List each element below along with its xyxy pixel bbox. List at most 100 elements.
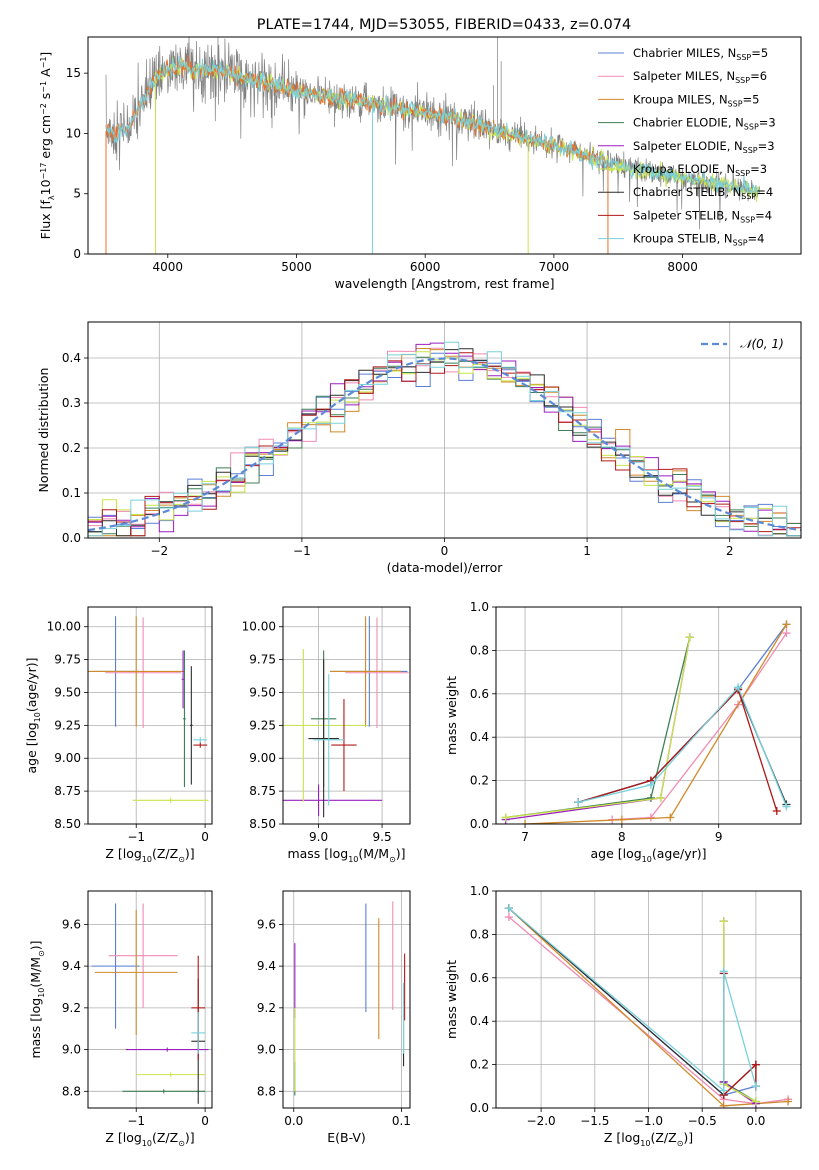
axes-frame: [282, 606, 411, 825]
legend-sub: SSP: [743, 146, 758, 155]
label-part: −2: [39, 103, 48, 115]
y-tick-label: 9.4: [257, 959, 276, 973]
chart-mass_weight_vs_Z: −2.0 −1.5 −1.0 −0.5 0.0 0.0 0.2 0.4 0.6 0.8 1.0 Z […: [444, 884, 802, 1148]
plot-area: [283, 616, 409, 818]
x-tick-label: −1: [127, 830, 145, 844]
label-part: 10: [38, 179, 53, 195]
mass-weight-line: [508, 907, 757, 1096]
y-tick-label: 9.25: [54, 718, 81, 732]
x-axis-label: mass [log10(M/M⊙)]: [287, 846, 405, 864]
mass-weight-line: [508, 916, 789, 1105]
normal-curve-line: [88, 357, 801, 532]
label-part: age [log: [24, 722, 39, 773]
x-tick-label: −1.0: [634, 1114, 663, 1128]
legend-label: Kroupa ELODIE, N: [633, 162, 735, 176]
legend-sub: SSP: [733, 239, 748, 248]
mass-weight-marker: [719, 1101, 728, 1108]
axes-frame: [87, 606, 213, 825]
mass-weight-marker: [646, 813, 655, 822]
y-tick-label: 8.8: [62, 1084, 81, 1098]
label-part: Flux [f: [38, 199, 53, 239]
y-tick-label: 0.0: [470, 817, 489, 831]
legend-sub: SSP: [728, 99, 743, 108]
label-part: mass [log: [28, 998, 43, 1059]
x-axis-label: Z [log10(Z/Z⊙)]: [105, 846, 194, 864]
x-tick-label: 8: [618, 830, 626, 844]
x-tick-label: −0.5: [688, 1114, 717, 1128]
y-tick-label: 0.8: [470, 927, 489, 941]
legend-sub: SSP: [735, 76, 750, 85]
y-tick-label: 9.2: [62, 1001, 81, 1015]
mass-weight-marker: [646, 780, 655, 789]
legend-value: =5: [751, 46, 768, 60]
y-tick-label: 0.2: [470, 774, 489, 788]
histogram-step-line: [88, 341, 801, 537]
figure-title: PLATE=1744, MJD=53055, FIBERID=0433, z=0…: [257, 17, 631, 33]
y-tick-label: 8.75: [54, 784, 81, 798]
legend-value: =4: [756, 185, 773, 199]
legend-label: Chabrier STELIB, N: [633, 185, 741, 199]
plot-area: [91, 903, 209, 1104]
x-tick-label: −2.0: [527, 1114, 556, 1128]
y-tick-label: 9.00: [249, 751, 276, 765]
y-tick-label: 9.50: [249, 685, 276, 699]
chart-residual_histogram: −2 −1 0 1 2 0.0 0.1 0.2 0.3 0.4 (data-model)/error…: [36, 321, 802, 575]
x-axis-label: wavelength [Angstrom, rest frame]: [334, 276, 554, 291]
legend-sub: SSP: [744, 123, 759, 132]
mass-weight-line: [524, 624, 788, 824]
mass-weight-marker: [751, 1082, 760, 1091]
axes-frame: [495, 606, 802, 825]
legend-item: Salpeter ELODIE, NSSP=3: [633, 139, 775, 155]
legend-sub: SSP: [736, 53, 751, 62]
chart-mass_vs_ebv: 0.0 0.1 8.8 9.0 9.2 9.4 9.6 E(B-V): [257, 890, 411, 1145]
label-part: 10: [142, 1139, 152, 1148]
label-part: )]: [28, 940, 43, 950]
y-tick-label: 9.0: [62, 1043, 81, 1057]
y-tick-label: 9.6: [62, 917, 81, 931]
x-axis-label: age [log10(age/yr)]: [590, 846, 706, 864]
label-part: ⊙: [178, 1139, 185, 1148]
x-tick-label: 7000: [539, 260, 570, 274]
mass-weight-marker: [719, 917, 728, 926]
legend-label: Kroupa STELIB, N: [633, 232, 733, 246]
y-tick-label: 0.1: [62, 486, 81, 500]
axes-frame: [87, 321, 802, 539]
x-tick-label: 0: [201, 830, 209, 844]
x-tick-label: 0.0: [284, 1114, 303, 1128]
axes-frame: [282, 890, 411, 1109]
plot-area: [501, 620, 791, 824]
label-part: erg cm: [38, 115, 53, 163]
mass-weight-line: [578, 686, 788, 807]
y-tick-label: 0.4: [470, 730, 489, 744]
mass-weight-line: [505, 637, 691, 819]
y-axis-label: Flux [fλ10−17 erg cm−2 s−1 A−1]: [38, 52, 56, 240]
x-tick-label: 5000: [281, 260, 312, 274]
x-tick-label: 0: [201, 1114, 209, 1128]
mass-weight-line: [723, 921, 757, 1103]
chart-spectrum: 4000 5000 6000 7000 8000 0 5 10 15 wavelength [An…: [38, 36, 802, 291]
label-part: (age/yr)]: [24, 657, 39, 712]
label-part: 10: [640, 1139, 650, 1148]
label-part: mass weight: [444, 960, 459, 1039]
legend-item: Kroupa STELIB, NSSP=4: [633, 232, 764, 248]
mass-weight-line: [723, 921, 757, 1103]
y-tick-label: 8.50: [54, 817, 81, 831]
label-part: )]: [185, 1130, 195, 1145]
x-tick-label: −1: [127, 1114, 145, 1128]
plot-area: [294, 901, 406, 1096]
label-part: )]: [396, 846, 406, 861]
plot-area: [88, 341, 801, 537]
mass-weight-marker: [782, 629, 791, 638]
label-part: wavelength [Angstrom, rest frame]: [334, 276, 554, 291]
legend-value: =3: [758, 139, 775, 153]
y-tick-label: 0.4: [470, 1014, 489, 1028]
mass-weight-marker: [751, 1060, 760, 1069]
y-tick-label: 0: [73, 247, 81, 261]
x-axis-label: Z [log10(Z/Z⊙)]: [105, 1130, 194, 1148]
label-part: A: [38, 68, 53, 81]
y-tick-label: 9.2: [257, 1001, 276, 1015]
mass-weight-line: [578, 688, 778, 812]
y-tick-label: 0.4: [62, 351, 81, 365]
mass-weight-marker: [646, 793, 655, 802]
label-part: −1: [39, 81, 48, 93]
